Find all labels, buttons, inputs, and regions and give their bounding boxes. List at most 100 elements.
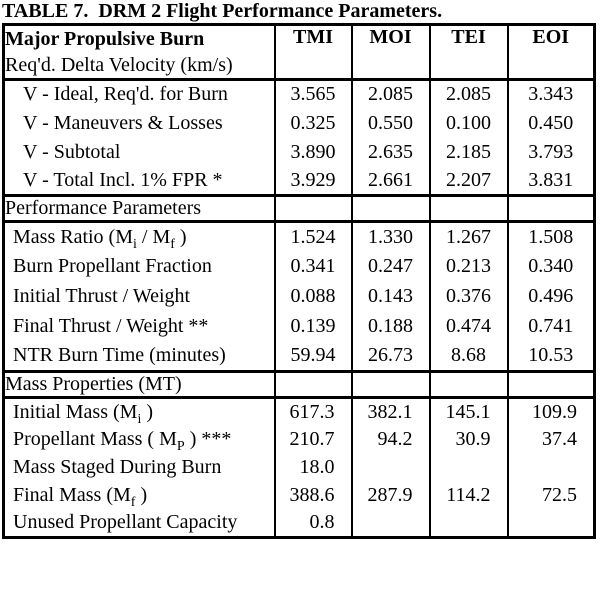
value-cell — [350, 509, 431, 538]
value-cell: 2.207 — [428, 166, 509, 196]
label-subscript: P — [176, 439, 185, 454]
column-header-eoi: EOI — [506, 24, 596, 81]
label-subscript: f — [130, 495, 136, 510]
value-cell — [350, 453, 431, 482]
column-header-tmi: TMI — [273, 24, 353, 81]
table-row: V - Maneuvers & Losses 0.325 0.550 0.100 0.4… — [2, 108, 596, 138]
row-label-cell: Final Mass (Mf ) — [2, 481, 276, 510]
value-cell: 210.7 — [273, 425, 353, 454]
label-text: ) — [174, 225, 187, 248]
value-cell: 0.325 — [273, 108, 353, 138]
row-label-cell: Unused Propellant Capacity — [2, 509, 276, 538]
empty-cell — [273, 194, 353, 223]
value-cell: 3.929 — [273, 166, 353, 196]
value-cell: 0.496 — [506, 281, 596, 312]
value-cell: 0.550 — [350, 108, 431, 138]
value-cell: 0.139 — [273, 311, 353, 342]
header-label-line1: Major Propulsive Burn — [5, 28, 205, 50]
table-row: V - Subtotal 3.890 2.635 2.185 3.793 — [2, 137, 596, 167]
label-text: ) *** — [184, 428, 232, 450]
value-cell: 59.94 — [273, 341, 353, 372]
label-text: ) — [141, 400, 153, 423]
value-cell: 388.6 — [273, 481, 353, 510]
row-label-cell: Mass Staged During Burn — [2, 453, 276, 482]
label-subscript: i — [137, 411, 142, 426]
table-row: V - Ideal, Req'd. for Burn 3.565 2.085 2.08… — [2, 79, 596, 109]
label-subscript: f — [170, 236, 175, 252]
label-text: V - Total Incl. 1% FPR * — [23, 168, 223, 191]
value-cell: 3.793 — [506, 137, 596, 167]
footnotes: * Flight performance reserve. ** At NTR … — [2, 543, 600, 594]
value-cell: 3.343 — [506, 79, 596, 109]
value-cell — [428, 509, 509, 538]
table-row: Initial Thrust / Weight 0.088 0.143 0.376 0.… — [2, 281, 596, 312]
value-cell: 2.185 — [428, 137, 509, 167]
value-cell: 287.9 — [350, 481, 431, 510]
label-text: Burn Propellant Fraction — [13, 255, 212, 277]
label-text: Initial Thrust / Weight — [13, 285, 191, 307]
label-text: V - Maneuvers & Losses — [23, 111, 223, 134]
empty-cell — [350, 194, 431, 223]
label-text: ) — [135, 484, 148, 506]
label-text: Final Thrust / Weight ** — [13, 315, 209, 337]
table-row: Initial Mass (Mi ) 617.3 382.1 145.1 109.9 — [2, 397, 596, 426]
value-cell: 37.4 — [506, 425, 596, 454]
value-cell: 0.376 — [428, 281, 509, 312]
table-row: V - Total Incl. 1% FPR * 3.929 2.661 2.207 3… — [2, 166, 596, 196]
label-text: Mass Staged During Burn — [13, 456, 222, 478]
footnote-line-1: * Flight performance reserve. ** At NTR … — [2, 591, 600, 594]
empty-cell — [506, 194, 596, 223]
value-cell: 145.1 — [428, 397, 509, 426]
value-cell: 0.088 — [273, 281, 353, 312]
row-label-cell: Initial Thrust / Weight — [2, 281, 276, 312]
value-cell — [506, 453, 596, 482]
label-subscript: i — [133, 236, 137, 252]
value-cell: 3.890 — [273, 137, 353, 167]
table-row: Mass Staged During Burn 18.0 — [2, 453, 596, 482]
value-cell: 3.831 — [506, 166, 596, 196]
table-row: Final Mass (Mf ) 388.6 287.9 114.2 72.5 — [2, 481, 596, 510]
label-text: Initial Mass (M — [13, 400, 138, 423]
label-text: NTR Burn Time (minutes) — [13, 344, 226, 367]
value-cell: 0.741 — [506, 311, 596, 342]
row-label-cell: V - Maneuvers & Losses — [2, 108, 276, 138]
row-label-cell: Mass Ratio (Mi / Mf ) — [2, 221, 276, 252]
value-cell: 72.5 — [506, 481, 596, 510]
value-cell: 2.635 — [350, 137, 431, 167]
label-text: Final Mass (M — [13, 484, 131, 506]
row-label-cell: Propellant Mass ( MP ) *** — [2, 425, 276, 454]
value-cell: 2.085 — [350, 79, 431, 109]
value-cell: 2.661 — [350, 166, 431, 196]
section-heading-row: Performance Parameters — [2, 194, 596, 223]
section-heading: Performance Parameters — [2, 194, 276, 223]
value-cell: 1.508 — [506, 221, 596, 252]
row-label-cell: Burn Propellant Fraction — [2, 251, 276, 282]
label-text: Unused Propellant Capacity — [13, 511, 238, 534]
value-cell: 114.2 — [428, 481, 509, 510]
value-cell: 26.73 — [350, 341, 431, 372]
label-text: V - Subtotal — [23, 140, 121, 163]
value-cell: 382.1 — [350, 397, 431, 426]
value-cell: 1.267 — [428, 221, 509, 252]
value-cell: 109.9 — [506, 397, 596, 426]
table-row: Final Thrust / Weight ** 0.139 0.188 0.474 0… — [2, 311, 596, 342]
value-cell — [506, 509, 596, 538]
table-row: Unused Propellant Capacity 0.8 — [2, 509, 596, 538]
value-cell: 0.340 — [506, 251, 596, 282]
row-label-cell: V - Ideal, Req'd. for Burn — [2, 79, 276, 109]
label-text: Propellant Mass ( M — [13, 428, 177, 450]
table-row: Mass Ratio (Mi / Mf ) 1.524 1.330 1.267 1.50… — [2, 221, 596, 252]
value-cell: 2.085 — [428, 79, 509, 109]
value-cell: 0.213 — [428, 251, 509, 282]
empty-cell — [428, 370, 509, 399]
column-header-tei: TEI — [428, 24, 509, 81]
value-cell: 0.100 — [428, 108, 509, 138]
table-header-row: Major Propulsive Burn Req'd. Delta Veloci… — [2, 24, 596, 81]
column-header-moi: MOI — [350, 24, 431, 81]
label-text: / M — [136, 225, 171, 248]
flight-performance-table: Major Propulsive Burn Req'd. Delta Veloci… — [2, 23, 596, 539]
value-cell: 10.53 — [506, 341, 596, 372]
value-cell: 18.0 — [273, 453, 353, 482]
header-label-cell: Major Propulsive Burn Req'd. Delta Veloci… — [2, 24, 276, 81]
